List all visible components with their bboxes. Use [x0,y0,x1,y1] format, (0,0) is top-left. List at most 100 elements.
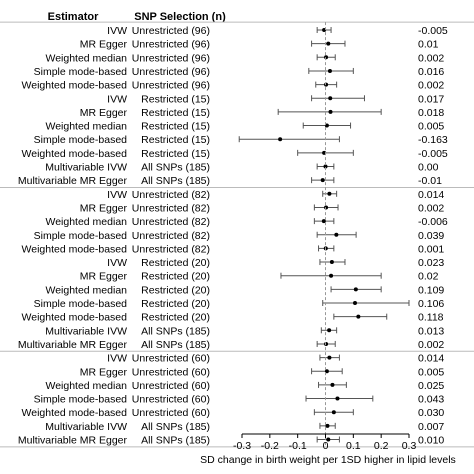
estimator-label: Multivariable MR Egger [18,175,128,187]
estimator-label: Weighted median [45,52,127,64]
selection-label: Unrestricted (96) [132,52,210,64]
estimate-point [327,328,332,333]
estimator-label: Multivariable IVW [45,325,127,337]
selection-label: Unrestricted (96) [132,80,210,92]
selection-label: Unrestricted (82) [132,202,210,214]
selection-label: All SNPs (185) [141,421,210,433]
estimator-label: Weighted mode-based [22,148,128,160]
estimator-label: MR Egger [80,271,128,283]
estimator-label: Weighted mode-based [22,407,128,419]
selection-label: Unrestricted (82) [132,230,210,242]
estimate-point [327,355,332,360]
estimate-point [329,260,334,265]
selection-column-header: SNP Selection (n) [134,11,226,23]
estimator-label: Simple mode-based [34,230,128,242]
estimate-value-label: 0.005 [418,121,444,133]
x-tick-label: 0.2 [374,440,389,452]
estimator-label: MR Egger [80,39,128,51]
estimator-label: Simple mode-based [34,394,128,406]
estimate-value-label: 0.118 [418,312,444,324]
forest-rows: IVW Unrestricted (96) -0.005 MR Egger Unrest… [0,21,474,448]
estimate-value-label: 0.039 [418,230,444,242]
selection-label: Restricted (20) [141,298,210,310]
estimate-point [356,314,361,319]
estimator-label: Weighted median [45,380,127,392]
estimator-label: IVW [107,189,127,201]
estimate-value-label: -0.01 [418,175,442,187]
selection-label: Restricted (20) [141,312,210,324]
estimate-point [278,137,283,142]
selection-label: Unrestricted (96) [132,39,210,51]
estimate-point [321,219,326,224]
estimate-value-label: 0.005 [418,366,444,378]
selection-label: Unrestricted (82) [132,189,210,201]
estimator-label: Weighted mode-based [22,80,128,92]
x-tick-label: -0.3 [233,440,251,452]
estimate-value-label: 0.001 [418,243,444,255]
estimate-value-label: 0.02 [418,271,439,283]
selection-label: All SNPs (185) [141,175,210,187]
x-tick-label: 0.3 [402,440,417,452]
estimate-value-label: 0.018 [418,107,444,119]
estimator-label: IVW [107,25,127,37]
estimate-value-label: -0.005 [418,25,448,37]
x-tick-label: 0 [323,440,329,452]
estimate-value-label: 0.030 [418,407,444,419]
estimator-label: Multivariable MR Egger [18,339,128,351]
estimate-value-label: 0.007 [418,421,444,433]
x-tick-label: -0.2 [261,440,279,452]
estimate-value-label: 0.00 [418,162,439,174]
estimate-point [328,109,333,114]
estimate-value-label: 0.043 [418,394,444,406]
selection-label: Restricted (20) [141,271,210,283]
estimate-point [330,382,335,387]
selection-label: Unrestricted (60) [132,366,210,378]
estimate-point [353,287,358,292]
estimate-point [327,68,332,73]
estimator-label: MR Egger [80,202,128,214]
estimator-label: Weighted median [45,216,127,228]
selection-label: Unrestricted (82) [132,216,210,228]
estimate-value-label: 0.013 [418,325,444,337]
selection-label: Restricted (15) [141,93,210,105]
estimate-value-label: 0.002 [418,52,444,64]
selection-label: Restricted (20) [141,284,210,296]
estimate-value-label: 0.01 [418,39,439,51]
estimator-label: Multivariable IVW [45,162,127,174]
selection-label: Restricted (15) [141,107,210,119]
selection-label: Unrestricted (96) [132,66,210,78]
estimator-label: Simple mode-based [34,66,128,78]
estimate-point [324,341,329,346]
estimator-label: Weighted mode-based [22,312,128,324]
estimate-point [331,410,336,415]
x-axis: -0.3 -0.2 -0.1 0 0.1 0.2 0.3 [233,433,417,452]
x-tick-label: 0.1 [346,440,361,452]
estimate-point [327,191,332,196]
selection-label: Unrestricted (60) [132,394,210,406]
estimator-label: Weighted mode-based [22,243,128,255]
selection-label: Unrestricted (60) [132,380,210,392]
estimate-point [324,205,329,210]
estimate-point [353,301,358,305]
estimate-value-label: -0.163 [418,134,448,146]
estimate-point [334,232,339,237]
estimator-label: Simple mode-based [34,134,128,146]
selection-label: Restricted (20) [141,257,210,269]
estimator-label: Weighted median [45,284,127,296]
selection-label: All SNPs (185) [141,162,210,174]
estimate-value-label: -0.005 [418,148,448,160]
estimate-point [326,437,331,442]
estimator-label: Weighted median [45,121,127,133]
selection-label: Restricted (15) [141,148,210,160]
selection-label: Unrestricted (82) [132,243,210,255]
estimate-value-label: 0.017 [418,93,444,105]
estimate-value-label: 0.106 [418,298,444,310]
estimate-point [328,96,333,101]
estimator-label: IVW [107,257,127,269]
estimate-point [324,55,329,60]
estimate-point [335,396,340,401]
selection-label: Unrestricted (60) [132,353,210,365]
estimator-label: IVW [107,93,127,105]
